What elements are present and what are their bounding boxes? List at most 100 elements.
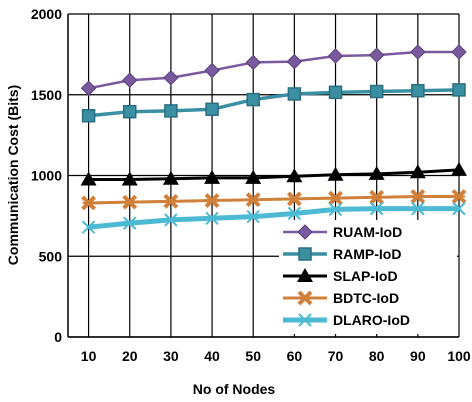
data-point-slap-iod xyxy=(286,168,303,183)
data-point-slap-iod xyxy=(451,161,467,176)
data-point-bdtc-iod xyxy=(163,193,179,209)
marker-stroke xyxy=(411,201,425,216)
series-line-bdtc-iod xyxy=(88,194,459,205)
legend-label: BDTC-IoD xyxy=(333,290,399,306)
x-tick-label: 60 xyxy=(287,348,303,364)
data-point-ramp-iod xyxy=(328,85,343,100)
x-tick-label: 90 xyxy=(410,348,426,364)
marker-stroke xyxy=(123,216,137,230)
y-tick-labels: 0 500 1000 1500 2000 xyxy=(31,6,62,345)
marker-stroke xyxy=(287,206,302,221)
x-axis-title: No of Nodes xyxy=(193,381,276,397)
legend: RUAM-IoD RAMP-IoD SLAP-IoD BDTC-IoD DLARO-Io… xyxy=(279,220,457,334)
legend-item-dlaro-iod: DLARO-IoD xyxy=(283,312,410,328)
data-point-dlaro-iod xyxy=(205,211,219,226)
legend-item-slap-iod: SLAP-IoD xyxy=(283,268,398,284)
data-point-ramp-iod xyxy=(164,104,178,118)
data-point-slap-iod xyxy=(80,171,97,186)
legend-label: SLAP-IoD xyxy=(333,268,398,284)
legend-label: DLARO-IoD xyxy=(333,312,410,328)
data-point-bdtc-iod xyxy=(286,191,302,207)
data-point-dlaro-iod xyxy=(411,201,425,216)
marker-stroke xyxy=(81,220,96,234)
y-tick-label: 1000 xyxy=(31,168,62,184)
data-point-ruam-iod xyxy=(368,47,385,63)
series-line-dlaro-iod xyxy=(88,206,459,230)
data-point-ruam-iod xyxy=(410,44,426,60)
series-line-ramp-iod xyxy=(88,88,460,118)
data-point-ruam-iod xyxy=(245,54,261,71)
data-point-ruam-iod xyxy=(163,70,179,86)
data-point-bdtc-iod xyxy=(122,194,138,210)
data-point-ruam-iod xyxy=(80,80,97,96)
series-bdtc-iod xyxy=(81,189,467,211)
legend-swatch-marker xyxy=(297,290,313,306)
data-point-slap-iod xyxy=(409,164,426,179)
y-tick-label: 0 xyxy=(54,329,62,345)
data-point-ramp-iod xyxy=(122,104,137,119)
legend-item-bdtc-iod: BDTC-IoD xyxy=(283,290,399,306)
y-axis-title: Communication Cost (Bits) xyxy=(5,85,21,265)
data-point-dlaro-iod xyxy=(246,209,260,224)
data-point-dlaro-iod xyxy=(164,213,178,227)
legend-item-ramp-iod: RAMP-IoD xyxy=(283,246,401,262)
data-point-ramp-iod xyxy=(411,83,425,98)
x-tick-labels: 10 20 30 40 50 60 70 80 90 100 xyxy=(81,348,471,364)
data-point-bdtc-iod xyxy=(369,189,385,205)
x-tick-label: 30 xyxy=(163,348,179,364)
x-tick-label: 10 xyxy=(81,348,97,364)
legend-item-ruam-iod: RUAM-IoD xyxy=(283,224,402,240)
data-point-bdtc-iod xyxy=(245,192,261,208)
data-point-ruam-iod xyxy=(122,72,138,88)
x-tick-label: 100 xyxy=(447,348,471,364)
legend-label: RUAM-IoD xyxy=(333,224,402,240)
data-point-ruam-iod xyxy=(451,44,467,60)
y-tick-label: 2000 xyxy=(31,6,62,22)
data-point-bdtc-iod xyxy=(451,189,467,204)
marker-stroke xyxy=(298,313,312,327)
legend-swatch-marker xyxy=(298,247,312,261)
x-tick-label: 80 xyxy=(369,348,385,364)
marker-stroke xyxy=(246,209,260,224)
x-tick-label: 20 xyxy=(122,348,138,364)
legend-label: RAMP-IoD xyxy=(333,246,401,262)
y-tick-label: 500 xyxy=(39,248,63,264)
data-point-slap-iod xyxy=(368,165,385,180)
series-ruam-iod xyxy=(80,44,467,96)
data-point-dlaro-iod xyxy=(369,201,384,216)
data-point-ramp-iod xyxy=(287,87,302,101)
data-point-slap-iod xyxy=(162,170,179,185)
series-lines xyxy=(80,44,467,234)
legend-swatch-marker xyxy=(298,313,312,327)
data-point-ramp-iod xyxy=(452,83,466,97)
data-point-dlaro-iod xyxy=(287,206,302,221)
data-point-dlaro-iod xyxy=(328,202,343,217)
data-point-slap-iod xyxy=(121,171,138,186)
series-line-slap-iod xyxy=(88,168,460,182)
axes xyxy=(67,14,459,338)
series-slap-iod xyxy=(80,161,467,186)
series-dlaro-iod xyxy=(81,201,466,234)
data-point-bdtc-iod xyxy=(410,189,426,204)
marker-stroke xyxy=(369,201,384,216)
marker-stroke xyxy=(205,211,219,226)
data-point-dlaro-iod xyxy=(81,220,96,234)
marker-stroke xyxy=(164,213,178,227)
data-point-bdtc-iod xyxy=(81,195,96,211)
legend-swatch-marker xyxy=(297,224,313,240)
series-line-ruam-iod xyxy=(88,50,459,90)
data-point-ramp-iod xyxy=(246,92,260,107)
marker-stroke xyxy=(328,202,343,217)
legend-swatch-marker xyxy=(297,268,313,282)
data-point-ruam-iod xyxy=(327,48,344,64)
data-point-ramp-iod xyxy=(81,108,96,123)
data-point-ramp-iod xyxy=(369,84,384,99)
data-point-bdtc-iod xyxy=(328,190,343,206)
data-point-ruam-iod xyxy=(286,53,303,70)
data-point-slap-iod xyxy=(204,169,221,184)
data-point-ramp-iod xyxy=(205,102,219,117)
data-point-bdtc-iod xyxy=(204,193,220,208)
data-point-ruam-iod xyxy=(204,62,220,79)
marker-stroke xyxy=(452,201,466,216)
